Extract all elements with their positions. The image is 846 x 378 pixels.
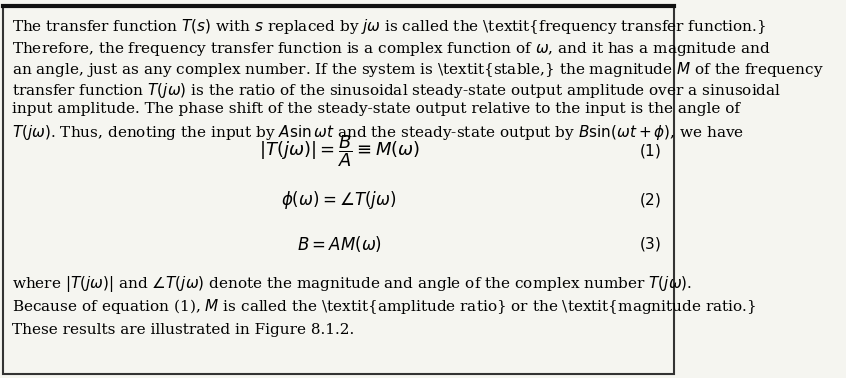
- Text: Therefore, the frequency transfer function is a complex function of $\omega$, an: Therefore, the frequency transfer functi…: [12, 40, 771, 58]
- Text: input amplitude. The phase shift of the steady-state output relative to the inpu: input amplitude. The phase shift of the …: [12, 102, 740, 116]
- Text: $|T(j\omega)| = \dfrac{B}{A} \equiv M(\omega)$: $|T(j\omega)| = \dfrac{B}{A} \equiv M(\o…: [259, 133, 420, 169]
- Text: an angle, just as any complex number. If the system is \textit{stable,} the magn: an angle, just as any complex number. If…: [12, 60, 824, 79]
- Text: $(2)$: $(2)$: [639, 191, 662, 209]
- Text: $T(j\omega)$. Thus, denoting the input by $A\sin\omega t$ and the steady-state o: $T(j\omega)$. Thus, denoting the input b…: [12, 123, 744, 142]
- Text: The transfer function $T(s)$ with $s$ replaced by $j\omega$ is called the \texti: The transfer function $T(s)$ with $s$ re…: [12, 17, 766, 36]
- Text: Because of equation (1), $M$ is called the \textit{amplitude ratio} or the \text: Because of equation (1), $M$ is called t…: [12, 297, 756, 316]
- Text: where $|T(j\omega)|$ and $\angle T(j\omega)$ denote the magnitude and angle of t: where $|T(j\omega)|$ and $\angle T(j\ome…: [12, 274, 693, 294]
- Text: $(1)$: $(1)$: [639, 142, 662, 160]
- Text: $(3)$: $(3)$: [639, 235, 662, 253]
- Text: transfer function $T(j\omega)$ is the ratio of the sinusoidal steady-state outpu: transfer function $T(j\omega)$ is the ra…: [12, 81, 782, 100]
- FancyBboxPatch shape: [3, 6, 673, 374]
- Text: $\phi(\omega) = \angle T(j\omega)$: $\phi(\omega) = \angle T(j\omega)$: [282, 189, 397, 211]
- Text: These results are illustrated in Figure 8.1.2.: These results are illustrated in Figure …: [12, 323, 354, 337]
- Text: $B = AM(\omega)$: $B = AM(\omega)$: [297, 234, 382, 254]
